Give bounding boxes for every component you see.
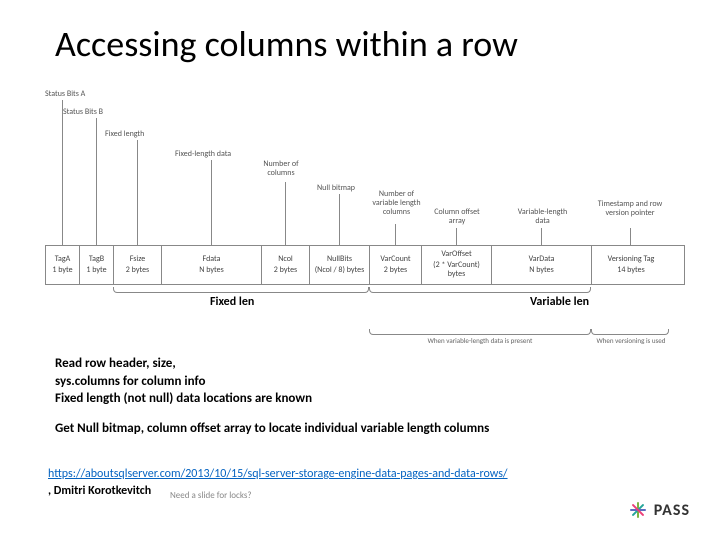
pass-logo-text: PASS: [654, 501, 690, 520]
footnote-var-present: When variable-length data is present: [415, 337, 545, 345]
footnote-ver-used: When versioning is used: [593, 337, 669, 345]
footnote-row: When variable-length data is present Whe…: [45, 307, 685, 337]
bullet-line: Fixed length (not null) data locations a…: [55, 390, 312, 408]
cell-varoffset: VarOffset(2 * VarCount) bytes: [422, 246, 492, 284]
lbl-num-var-cols: Number of variable length columns: [369, 190, 424, 216]
bullet-block-1: Read row header, size, sys.columns for c…: [55, 355, 312, 408]
lbl-status-b: Status Bits B: [63, 108, 103, 117]
page-title: Accessing columns within a row: [55, 22, 518, 66]
brace-ver-used: [591, 329, 669, 335]
tick: [62, 100, 63, 245]
pass-logo: PASS: [628, 500, 690, 520]
tick: [541, 228, 542, 245]
brace-fixed: [113, 287, 369, 293]
cell-fsize: Fsize2 bytes: [114, 246, 162, 284]
tick: [96, 118, 97, 245]
lbl-status-a: Status Bits A: [45, 90, 85, 99]
brace-row: Fixed len Variable len: [45, 287, 685, 307]
cell-versioning-tag: Versioning Tag14 bytes: [592, 246, 670, 284]
tick: [211, 160, 212, 245]
lbl-fixed-length: Fixed length: [105, 130, 144, 139]
brace-variable: [369, 287, 591, 293]
pass-logo-icon: [628, 500, 648, 520]
cell-ncol: Ncol2 bytes: [262, 246, 310, 284]
tick: [456, 228, 457, 245]
cell-fdata: FdataN bytes: [162, 246, 262, 284]
row-structure-diagram: Status Bits A Status Bits B Fixed length…: [45, 90, 685, 337]
tick: [137, 140, 138, 245]
source-link[interactable]: https://aboutsqlserver.com/2013/10/15/sq…: [48, 467, 508, 481]
cell-taga: TagA1 byte: [46, 246, 80, 284]
cell-tagb: TagB1 byte: [80, 246, 114, 284]
subnote: Need a slide for locks?: [170, 490, 252, 501]
lbl-ts-ptr: Timestamp and row version pointer: [595, 200, 665, 218]
lbl-fixed-data: Fixed-length data: [175, 150, 231, 159]
author-name: , Dmitri Korotkevitch: [48, 484, 151, 498]
tick: [630, 228, 631, 245]
lbl-var-data: Variable-length data: [515, 208, 570, 226]
row-cells: TagA1 byteTagB1 byteFsize2 bytesFdataN b…: [45, 245, 685, 285]
bullet-block-2: Get Null bitmap, column offset array to …: [55, 420, 489, 438]
brace-var-present: [369, 329, 591, 335]
bullet-line: Get Null bitmap, column offset array to …: [55, 420, 489, 438]
lbl-offset-arr: Column offset array: [432, 208, 482, 226]
tick: [285, 182, 286, 245]
top-labels-area: Status Bits A Status Bits B Fixed length…: [45, 90, 685, 245]
lbl-num-cols: Number of columns: [261, 160, 301, 178]
bullet-line: sys.columns for column info: [55, 373, 312, 391]
cell-varcount: VarCount2 bytes: [370, 246, 422, 284]
tick: [395, 224, 396, 245]
cell-vardata: VarDataN bytes: [492, 246, 592, 284]
lbl-null-bitmap: Null bitmap: [317, 184, 355, 193]
cell-nullbits: NullBits(Ncol / 8) bytes: [310, 246, 370, 284]
bullet-line: Read row header, size,: [55, 355, 312, 373]
tick: [339, 194, 340, 245]
